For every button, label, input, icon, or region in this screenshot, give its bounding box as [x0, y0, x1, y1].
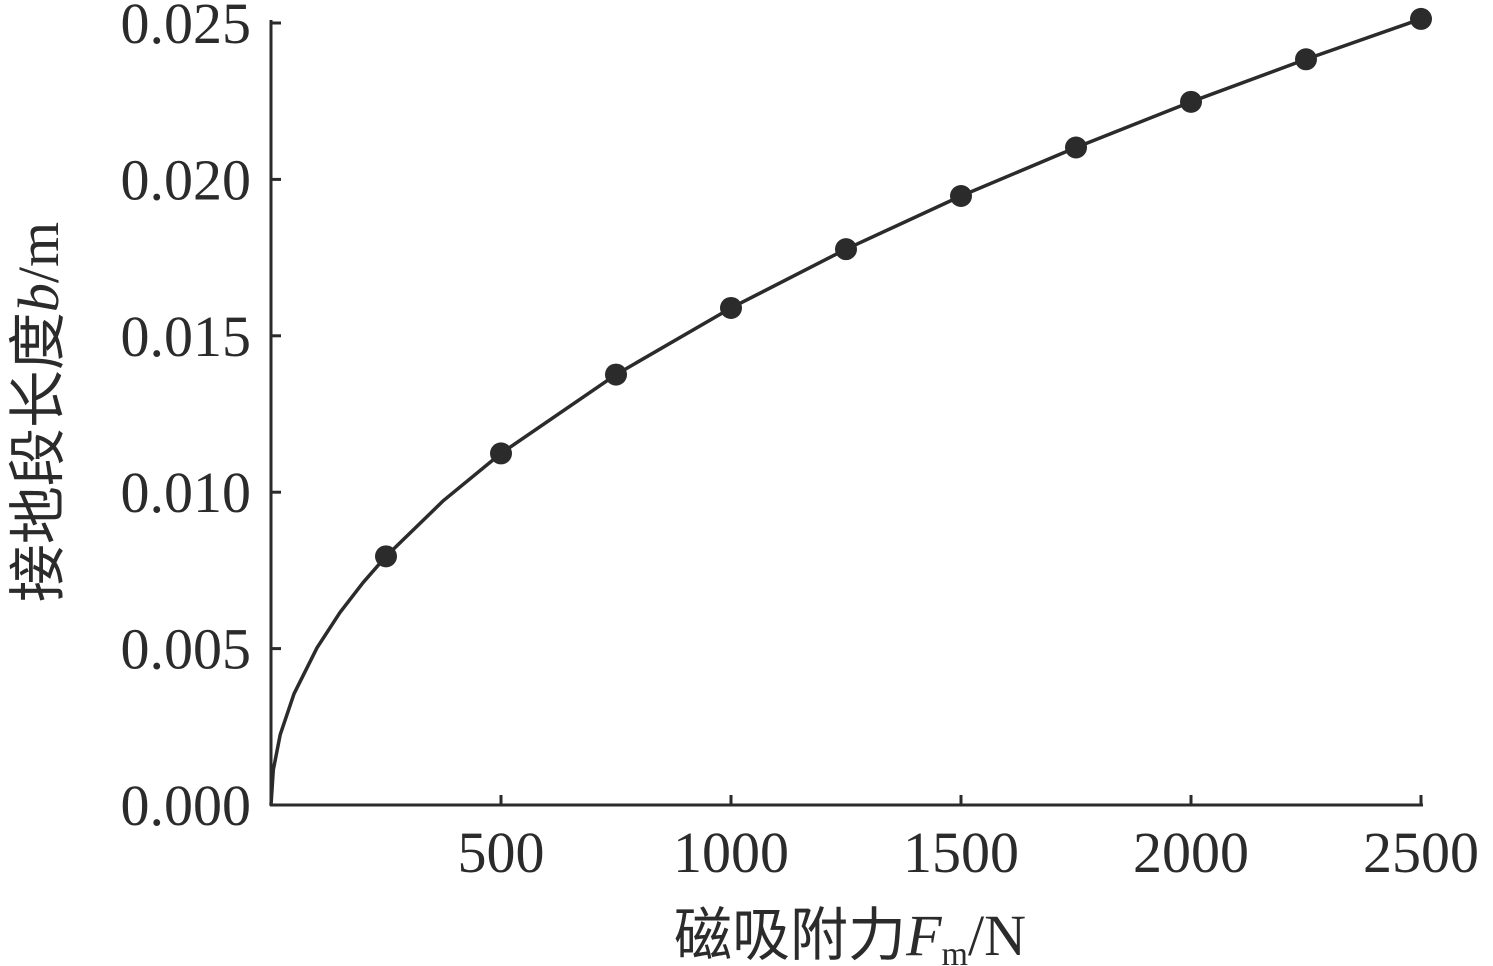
- data-point: [490, 442, 512, 465]
- x-label-text: 磁吸附力: [674, 903, 906, 966]
- y-tick-label: 0.005: [121, 617, 252, 682]
- data-point: [1410, 7, 1432, 30]
- x-tick-label: 2000: [1133, 820, 1249, 885]
- y-tick-label: 0.010: [121, 460, 252, 525]
- y-tick-label: 0.020: [121, 147, 252, 212]
- y-tick-label: 0.000: [121, 773, 252, 838]
- data-point: [375, 545, 397, 568]
- data-point: [950, 184, 972, 207]
- x-tick-label: 500: [458, 820, 545, 885]
- y-axis-label: 接地段长度b/m: [6, 222, 71, 602]
- y-tick-label: 0.025: [121, 0, 252, 56]
- data-point: [605, 363, 627, 386]
- y-label-symbol: b: [6, 283, 71, 312]
- y-label-unit: /m: [6, 222, 71, 283]
- data-point: [1180, 90, 1202, 113]
- data-point: [1295, 48, 1317, 71]
- x-label-subscript: m: [942, 936, 968, 966]
- fit-curve: [269, 17, 1422, 806]
- x-axis-label: 磁吸附力Fm/N: [674, 903, 1026, 966]
- x-tick-label: 1500: [903, 820, 1019, 885]
- y-label-text: 接地段长度: [6, 312, 71, 602]
- y-tick-label: 0.015: [121, 304, 252, 369]
- x-tick-label: 1000: [673, 820, 789, 885]
- x-label-symbol: F: [905, 903, 942, 966]
- data-point: [720, 296, 742, 319]
- x-label-unit: /N: [968, 903, 1026, 966]
- x-tick-label: 2500: [1363, 820, 1479, 885]
- data-point: [1065, 136, 1087, 159]
- data-point: [835, 238, 857, 261]
